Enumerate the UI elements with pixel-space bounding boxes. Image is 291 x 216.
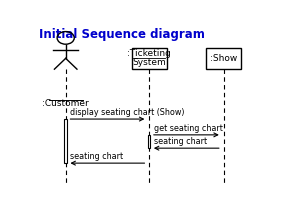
Bar xyxy=(64,119,67,163)
Bar xyxy=(148,135,150,148)
Bar xyxy=(132,48,167,69)
Text: seating chart: seating chart xyxy=(154,137,207,146)
Text: System: System xyxy=(132,58,166,67)
Text: Initial Sequence diagram: Initial Sequence diagram xyxy=(39,28,205,41)
Text: seating chart: seating chart xyxy=(70,152,123,161)
Text: :Ticketing: :Ticketing xyxy=(127,49,171,57)
Text: :Show: :Show xyxy=(210,54,237,63)
Text: get seating chart: get seating chart xyxy=(154,124,223,133)
Text: display seating chart (Show): display seating chart (Show) xyxy=(70,108,185,117)
Bar xyxy=(206,48,241,69)
Text: :Customer: :Customer xyxy=(42,99,89,108)
